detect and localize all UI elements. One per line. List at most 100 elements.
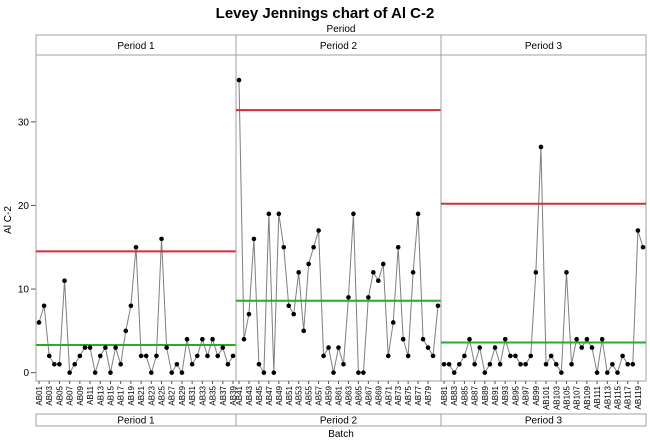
data-point	[620, 353, 625, 359]
panel-2: Period 2 AB41 AB43 AB45 AB47 AB49 AB51 AB53 AB55…	[235, 34, 442, 427]
panel-3: Period 3 AB81 AB83 AB85 AB87 AB89 AB91 AB93 AB95…	[440, 34, 647, 427]
panel-footer-label: Period 3	[525, 416, 563, 427]
data-point	[77, 353, 83, 359]
data-point	[543, 361, 549, 367]
data-point	[371, 270, 376, 275]
x-tick-label: AB65	[354, 385, 363, 405]
data-point	[635, 228, 641, 233]
data-point	[82, 345, 88, 350]
x-tick-label: AB63	[344, 385, 353, 405]
x-tick-label: AB55	[305, 385, 314, 405]
x-tick-label: AB61	[335, 385, 344, 405]
data-point	[477, 345, 483, 350]
x-tick-label: AB21	[137, 385, 146, 405]
data-point	[472, 361, 477, 367]
x-tick-label: AB43	[245, 385, 254, 405]
data-point	[210, 336, 215, 342]
x-tick-label: AB23	[147, 385, 156, 405]
x-tick-label: AB29	[178, 385, 187, 405]
data-point	[395, 244, 401, 250]
x-tick-label: AB87	[471, 385, 480, 405]
panel-plot-area	[440, 54, 647, 382]
data-point	[123, 328, 129, 334]
x-tick-label: AB99	[532, 385, 541, 405]
x-tick-label: AB95	[511, 385, 520, 405]
data-point	[246, 311, 252, 317]
data-point	[72, 361, 78, 367]
data-point	[200, 336, 205, 342]
x-tick-label: AB47	[265, 385, 274, 405]
x-tick-label: AB03	[45, 385, 54, 405]
data-point	[400, 336, 406, 342]
data-point	[553, 361, 559, 367]
data-point	[215, 353, 220, 359]
x-tick-label: AB35	[209, 385, 218, 405]
x-tick-label: AB81	[440, 385, 449, 405]
x-tick-label: AB33	[198, 385, 207, 405]
panel-footer-label: Period 1	[117, 416, 155, 427]
data-point	[640, 244, 646, 250]
x-tick-label: AB25	[158, 385, 167, 405]
data-point	[149, 370, 154, 375]
x-tick-label: AB27	[168, 385, 177, 405]
data-point	[569, 361, 574, 367]
data-point	[67, 370, 72, 375]
x-tick-label: AB41	[235, 385, 244, 405]
data-point	[420, 336, 426, 342]
data-point	[281, 244, 287, 250]
data-point	[311, 244, 316, 250]
panel-plot-area	[235, 54, 442, 382]
x-tick-label: AB77	[414, 385, 423, 405]
panel-footer	[440, 413, 647, 427]
data-point	[306, 261, 311, 267]
data-point	[385, 353, 391, 359]
panel-header-label: Period 3	[525, 41, 563, 52]
data-point	[502, 336, 508, 342]
y-axis-label: Al C-2	[3, 206, 14, 234]
data-point	[599, 336, 605, 342]
data-point	[508, 353, 513, 359]
data-point	[615, 370, 620, 375]
x-tick-label: AB17	[117, 385, 126, 405]
x-tick-label: AB85	[460, 385, 469, 405]
x-tick-label: AB57	[315, 385, 324, 405]
data-point	[604, 370, 610, 375]
data-point	[108, 370, 113, 375]
x-tick-label: AB117	[624, 385, 633, 409]
x-tick-label: AB111	[593, 385, 602, 408]
x-tick-label: AB11	[86, 385, 95, 405]
x-tick-label: AB93	[501, 385, 510, 405]
x-tick-label: AB37	[219, 385, 228, 405]
x-tick-label: AB07	[66, 385, 75, 405]
y-tick-label: 10	[18, 285, 30, 296]
data-point	[266, 211, 272, 217]
data-point	[205, 353, 210, 359]
x-tick-label: AB49	[275, 385, 284, 405]
x-tick-label: AB19	[127, 385, 136, 405]
panel-header-label: Period 1	[117, 41, 155, 52]
data-point	[533, 270, 539, 275]
x-tick-label: AB51	[285, 385, 294, 405]
data-point	[189, 361, 195, 367]
x-tick-label: AB83	[450, 385, 459, 405]
data-point	[430, 353, 436, 359]
data-point	[574, 336, 579, 342]
data-point	[113, 345, 118, 350]
x-tick-label: AB91	[491, 385, 500, 405]
x-tick-label: AB13	[96, 385, 105, 405]
data-point	[225, 361, 231, 367]
data-point	[138, 353, 144, 359]
data-point	[286, 303, 292, 309]
x-tick-label: AB53	[295, 385, 304, 405]
data-point	[184, 336, 190, 342]
data-point	[441, 361, 447, 367]
data-point	[87, 345, 93, 350]
data-point	[336, 345, 341, 350]
data-point	[326, 345, 331, 350]
data-point	[630, 361, 636, 367]
data-point	[487, 361, 493, 367]
data-point	[118, 361, 123, 367]
data-point	[390, 320, 396, 325]
x-tick-label: AB15	[106, 385, 115, 405]
data-point	[467, 336, 472, 342]
